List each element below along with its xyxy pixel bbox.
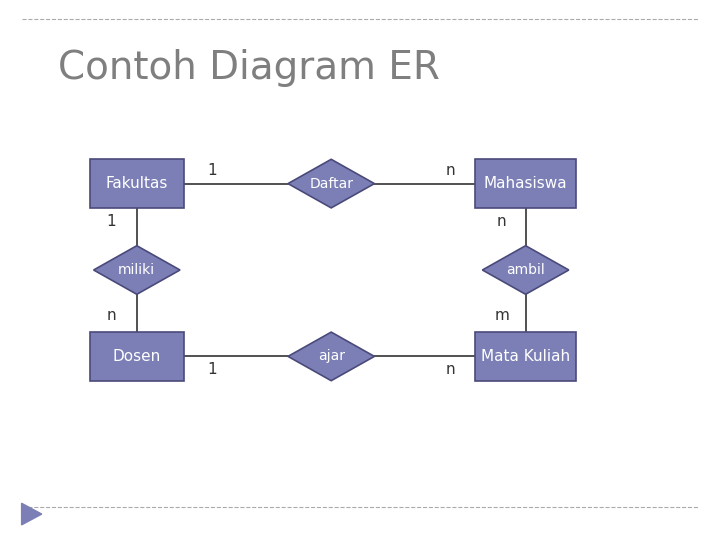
Text: Mata Kuliah: Mata Kuliah [481,349,570,364]
Text: 1: 1 [207,163,217,178]
Text: n: n [445,163,455,178]
FancyBboxPatch shape [475,159,576,208]
Text: Dosen: Dosen [112,349,161,364]
Polygon shape [94,246,180,294]
Text: n: n [107,308,117,323]
Text: n: n [497,214,507,229]
Polygon shape [22,503,42,525]
Text: 1: 1 [107,214,117,229]
Polygon shape [288,332,374,381]
Polygon shape [482,246,569,294]
Text: miliki: miliki [118,263,156,277]
Text: Daftar: Daftar [309,177,354,191]
Polygon shape [288,159,374,208]
FancyBboxPatch shape [90,159,184,208]
Text: Fakultas: Fakultas [106,176,168,191]
Text: ajar: ajar [318,349,345,363]
FancyBboxPatch shape [90,332,184,381]
Text: Mahasiswa: Mahasiswa [484,176,567,191]
Text: Contoh Diagram ER: Contoh Diagram ER [58,49,439,86]
Text: m: m [495,308,509,323]
Text: ambil: ambil [506,263,545,277]
Text: n: n [445,362,455,377]
FancyBboxPatch shape [475,332,576,381]
Text: 1: 1 [207,362,217,377]
